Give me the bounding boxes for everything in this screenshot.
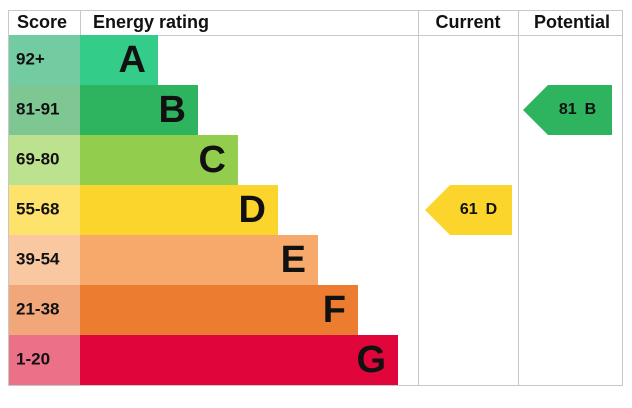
rating-letter: G — [356, 339, 386, 381]
header-potential: Potential — [534, 12, 610, 32]
rating-bar — [80, 185, 278, 235]
rating-bar — [80, 135, 238, 185]
rating-letter: F — [323, 289, 346, 331]
score-label: 92+ — [16, 49, 45, 68]
header-score: Score — [17, 12, 67, 32]
score-cell — [9, 135, 80, 185]
rating-letter: D — [239, 189, 266, 231]
score-cell — [9, 335, 80, 385]
score-label: 1-20 — [16, 349, 50, 368]
score-cell — [9, 35, 80, 85]
rating-letter: C — [199, 139, 226, 181]
score-cell — [9, 285, 80, 335]
potential-value: 81 — [559, 101, 577, 118]
score-label: 55-68 — [16, 199, 59, 218]
rating-letter: A — [119, 39, 146, 81]
frame — [8, 10, 623, 386]
potential-arrow — [523, 85, 612, 135]
rating-letter: E — [281, 239, 306, 281]
score-label: 81-91 — [16, 99, 59, 118]
score-cell — [9, 185, 80, 235]
score-label: 39-54 — [16, 249, 60, 268]
score-cell — [9, 235, 80, 285]
potential-letter: B — [585, 101, 597, 118]
current-value: 61 — [460, 201, 478, 218]
score-cell — [9, 85, 80, 135]
header-rating: Energy rating — [93, 12, 209, 32]
rating-bar — [80, 235, 318, 285]
header-current: Current — [435, 12, 500, 32]
potential-label: 81 B — [559, 101, 596, 118]
rating-bar — [80, 85, 198, 135]
current-arrow — [425, 185, 512, 235]
current-label: 61 D — [460, 201, 497, 218]
rating-letter: B — [159, 89, 186, 131]
rating-bar — [80, 335, 398, 385]
current-letter: D — [486, 201, 498, 218]
rating-bar — [80, 285, 358, 335]
rating-bar — [80, 35, 158, 85]
score-label: 21-38 — [16, 299, 59, 318]
score-label: 69-80 — [16, 149, 59, 168]
